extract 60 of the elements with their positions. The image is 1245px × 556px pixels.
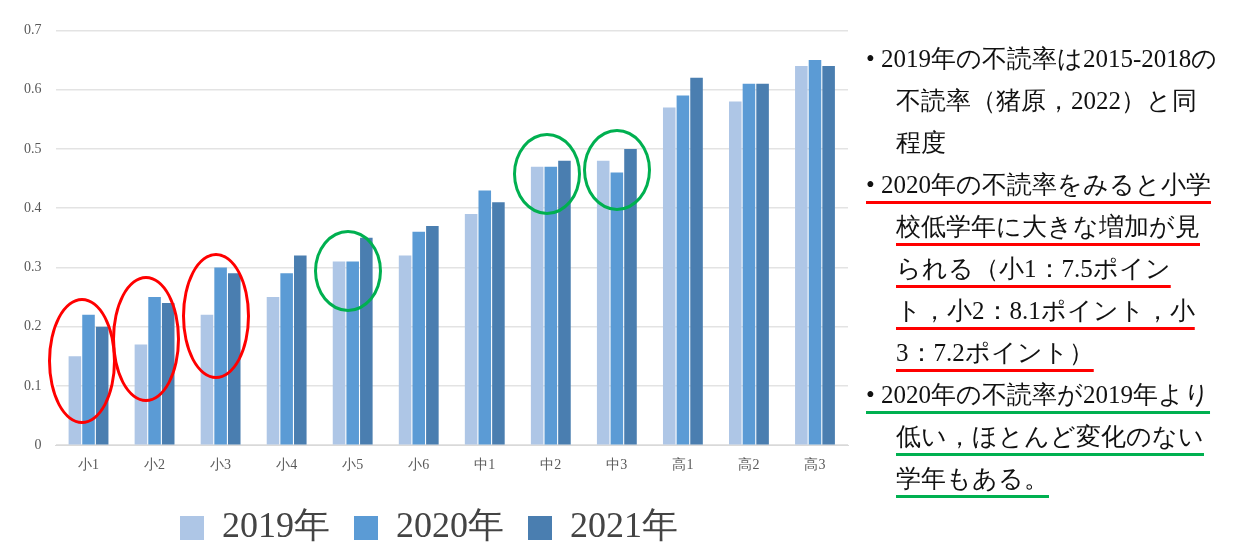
bar [558, 160, 571, 445]
bar [822, 65, 835, 445]
bar [280, 273, 293, 445]
x-tick-label: 中2 [540, 457, 562, 473]
bar [214, 267, 227, 445]
y-tick-label: 0.6 [24, 81, 42, 97]
bar [610, 172, 624, 445]
x-tick-label: 高2 [738, 457, 760, 473]
bar [134, 344, 148, 445]
y-tick-label: 0.7 [24, 22, 42, 38]
bar [398, 255, 412, 445]
bar [530, 166, 544, 445]
bar [624, 148, 637, 445]
legend-label: 2020年 [396, 505, 504, 546]
bar [808, 60, 822, 445]
bar [346, 261, 359, 445]
bar [478, 190, 492, 445]
x-tick-label: 小2 [144, 457, 166, 473]
x-tick-label: 高3 [804, 457, 826, 473]
bar [266, 297, 280, 445]
bar [742, 83, 756, 445]
y-tick-label: 0.5 [24, 140, 42, 156]
bar [412, 231, 426, 445]
y-tick-label: 0.1 [24, 377, 42, 393]
bar [729, 101, 742, 445]
bar [68, 356, 82, 445]
bar [148, 297, 161, 445]
x-tick-label: 中3 [606, 457, 628, 473]
bar [200, 314, 214, 445]
y-tick-label: 0.3 [24, 259, 42, 275]
y-tick-label: 0.4 [24, 199, 42, 215]
text: • 2020年の不読率が2019年より低い，ほとんど変化のない学年もある。 [866, 380, 1211, 494]
bar [426, 225, 439, 445]
x-tick-label: 高1 [672, 457, 694, 473]
bar [294, 255, 307, 445]
bar [690, 77, 703, 445]
x-tick-label: 小3 [210, 457, 232, 473]
bar [662, 107, 676, 445]
x-tick-label: 小1 [78, 457, 100, 473]
bar [464, 214, 478, 445]
y-tick-label: 0.2 [24, 318, 42, 334]
bar [227, 273, 241, 445]
x-tick-label: 小4 [276, 457, 298, 473]
bar [332, 261, 346, 445]
text: • 2020年の不読率をみると小学校低学年に大きな増加が見られる（小1：7.5ポイント，小2：8.1ポイント，小3：7.2ポイント） [866, 170, 1212, 368]
bar [676, 95, 690, 445]
bar [756, 83, 769, 445]
bar [492, 202, 505, 445]
bar [360, 237, 373, 445]
legend-label: 2019年 [222, 505, 330, 546]
y-tick-label: 0 [34, 436, 42, 452]
text: • 2019年の不読率は2015-2018の不読率（猪原，2022）と同程度 [866, 44, 1219, 158]
bar [82, 314, 95, 445]
x-tick-label: 小5 [342, 457, 364, 473]
legend-label: 2021年 [570, 505, 678, 546]
x-tick-label: 小6 [408, 457, 430, 473]
bar [596, 160, 610, 445]
x-tick-label: 中1 [474, 457, 496, 473]
bar [795, 65, 808, 445]
bar [544, 166, 558, 445]
